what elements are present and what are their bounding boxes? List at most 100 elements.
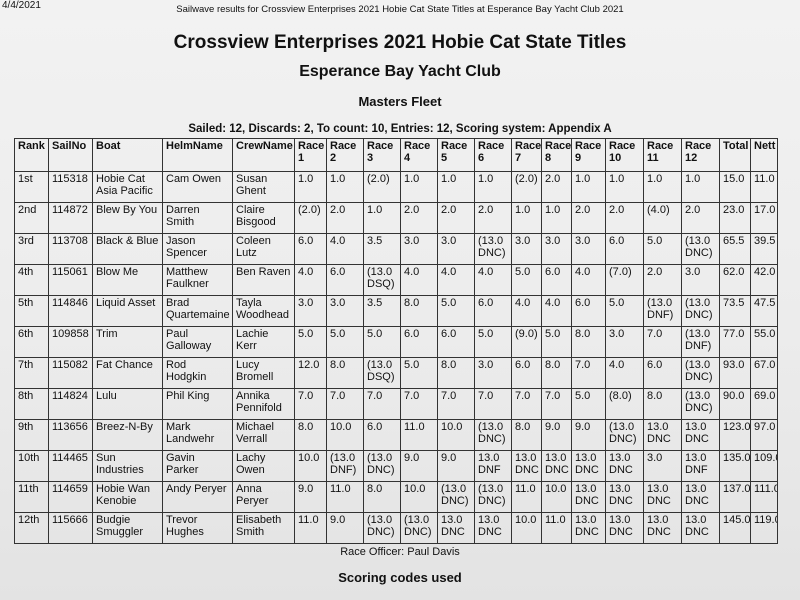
- table-cell: 13.0 DNC: [605, 512, 644, 544]
- table-row: 8th 114824 Lulu Phil King Annika Pennifold 7.…: [14, 388, 778, 420]
- table-cell: 1.0: [363, 202, 401, 234]
- series-summary: Sailed: 12, Discards: 2, To count: 10, E…: [188, 123, 612, 135]
- table-cell: Ben Raven: [232, 264, 295, 296]
- table-cell: 10.0: [437, 419, 475, 451]
- table-cell: 7.0: [511, 388, 542, 420]
- table-cell: 12th: [14, 512, 49, 544]
- table-cell: 1.0: [437, 171, 475, 203]
- table-cell: 3.0: [643, 450, 682, 482]
- table-cell: 6.0: [571, 295, 606, 327]
- table-cell: 6.0: [511, 357, 542, 389]
- column-header: Race 10: [605, 138, 644, 172]
- table-cell: 8.0: [294, 419, 327, 451]
- table-cell: 4.0: [571, 264, 606, 296]
- table-cell: 77.0: [719, 326, 751, 358]
- table-cell: 97.0: [750, 419, 778, 451]
- table-cell: (13.0 DNC): [437, 481, 475, 513]
- venue-name: Esperance Bay Yacht Club: [299, 63, 501, 80]
- table-cell: 13.0 DNC: [643, 419, 682, 451]
- table-cell: 4.0: [326, 233, 364, 265]
- table-cell: 3.5: [363, 233, 401, 265]
- column-header: Race 3: [363, 138, 401, 172]
- results-body: 1st 115318 Hobie Cat Asia Pacific Cam Owen S…: [14, 171, 778, 544]
- table-cell: 6.0: [605, 233, 644, 265]
- table-cell: 1.0: [643, 171, 682, 203]
- column-header: Total: [719, 138, 751, 172]
- table-cell: 109858: [48, 326, 93, 358]
- table-cell: Mark Landwehr: [162, 419, 233, 451]
- table-cell: (13.0 DNC): [363, 512, 401, 544]
- table-cell: 47.5: [750, 295, 778, 327]
- table-cell: 7.0: [363, 388, 401, 420]
- table-cell: Breez-N-By: [92, 419, 163, 451]
- table-cell: 6.0: [294, 233, 327, 265]
- column-header: Race 2: [326, 138, 364, 172]
- table-cell: (13.0 DNC): [474, 419, 512, 451]
- column-header: Race 12: [681, 138, 720, 172]
- table-cell: 5.0: [605, 295, 644, 327]
- table-cell: Liquid Asset: [92, 295, 163, 327]
- table-cell: (13.0 DNC): [474, 233, 512, 265]
- column-header: Rank: [14, 138, 49, 172]
- table-cell: (13.0 DNC): [681, 388, 720, 420]
- column-header: Race 1: [294, 138, 327, 172]
- table-cell: Matthew Faulkner: [162, 264, 233, 296]
- print-header-title: Sailwave results for Crossview Enterpris…: [176, 4, 624, 15]
- table-cell: 1.0: [294, 171, 327, 203]
- table-cell: Paul Galloway: [162, 326, 233, 358]
- table-cell: 3.0: [511, 233, 542, 265]
- table-cell: (13.0 DNF): [643, 295, 682, 327]
- column-header: Race 4: [400, 138, 438, 172]
- table-row: 9th 113656 Breez-N-By Mark Landwehr Michael …: [14, 419, 778, 451]
- table-cell: 115318: [48, 171, 93, 203]
- table-cell: 15.0: [719, 171, 751, 203]
- table-cell: 13.0 DNC: [571, 481, 606, 513]
- results-table: Rank SailNo Boat HelmName CrewName Race 1 Race…: [14, 138, 778, 544]
- table-row: 11th 114659 Hobie Wan Kenobie Andy Peryer An…: [14, 481, 778, 513]
- table-cell: 7.0: [437, 388, 475, 420]
- table-cell: (13.0 DNC): [400, 512, 438, 544]
- table-cell: (13.0 DNF): [681, 326, 720, 358]
- column-header: CrewName: [232, 138, 295, 172]
- table-cell: 9.0: [571, 419, 606, 451]
- table-cell: Brad Quartemaine: [162, 295, 233, 327]
- table-cell: 13.0 DNC: [605, 450, 644, 482]
- event-title: Crossview Enterprises 2021 Hobie Cat Sta…: [173, 32, 627, 53]
- table-cell: 4.0: [400, 264, 438, 296]
- table-row: 12th 115666 Budgie Smuggler Trevor Hughes El…: [14, 512, 778, 544]
- table-cell: Andy Peryer: [162, 481, 233, 513]
- table-cell: Cam Owen: [162, 171, 233, 203]
- table-row: 6th 109858 Trim Paul Galloway Lachie Kerr 5.0…: [14, 326, 778, 358]
- table-cell: 5.0: [571, 388, 606, 420]
- table-cell: 3.5: [363, 295, 401, 327]
- table-cell: 8.0: [643, 388, 682, 420]
- scoring-codes-heading: Scoring codes used: [338, 570, 462, 585]
- table-cell: Anna Peryer: [232, 481, 295, 513]
- table-cell: 42.0: [750, 264, 778, 296]
- table-cell: Black & Blue: [92, 233, 163, 265]
- table-cell: 3.0: [326, 295, 364, 327]
- table-cell: (13.0 DSQ): [363, 264, 401, 296]
- table-cell: 11.0: [750, 171, 778, 203]
- table-cell: 113708: [48, 233, 93, 265]
- table-cell: 5.0: [326, 326, 364, 358]
- table-cell: Annika Pennifold: [232, 388, 295, 420]
- table-cell: 6.0: [474, 295, 512, 327]
- table-cell: Jason Spencer: [162, 233, 233, 265]
- table-cell: 1.0: [474, 171, 512, 203]
- table-cell: 39.5: [750, 233, 778, 265]
- table-cell: 10.0: [294, 450, 327, 482]
- table-cell: 4.0: [437, 264, 475, 296]
- table-cell: 9.0: [326, 512, 364, 544]
- table-cell: 5.0: [474, 326, 512, 358]
- table-cell: Sun Industries: [92, 450, 163, 482]
- table-cell: 7.0: [294, 388, 327, 420]
- table-cell: 113656: [48, 419, 93, 451]
- fleet-name: Masters Fleet: [358, 94, 442, 109]
- column-header: Race 6: [474, 138, 512, 172]
- table-cell: 13.0 DNC: [474, 512, 512, 544]
- table-cell: 4.0: [294, 264, 327, 296]
- table-cell: 2.0: [541, 171, 572, 203]
- table-cell: 1st: [14, 171, 49, 203]
- table-cell: 9.0: [437, 450, 475, 482]
